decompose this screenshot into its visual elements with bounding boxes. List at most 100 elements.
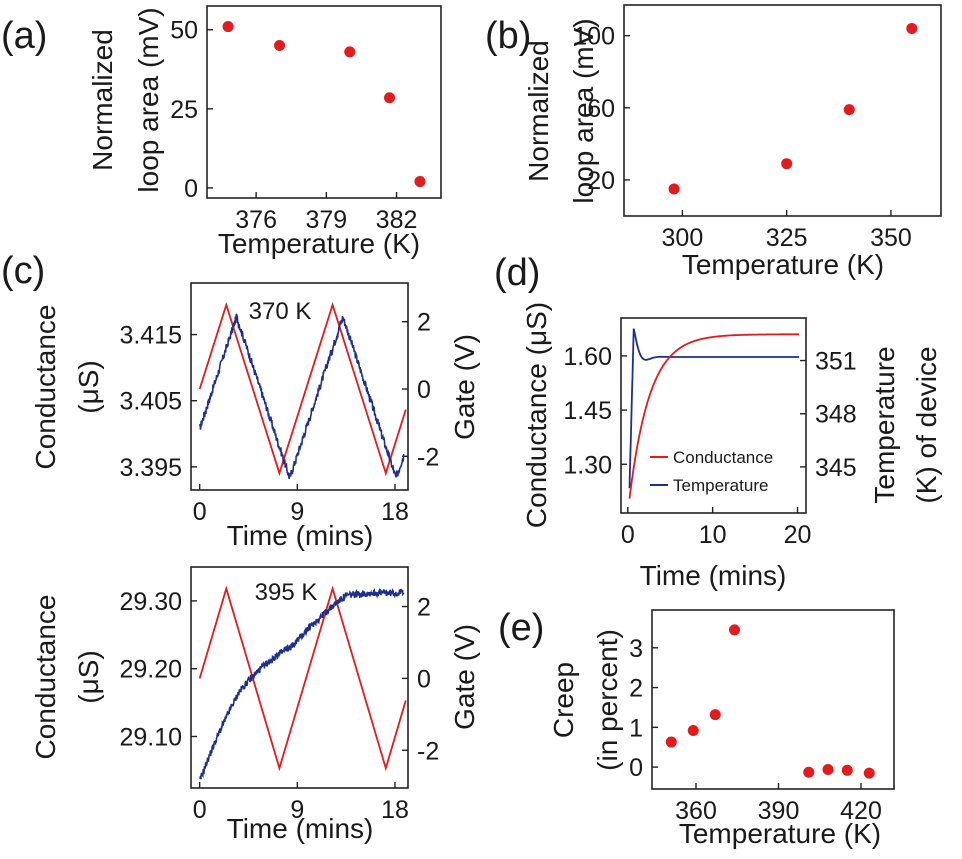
y-axis-label: loop area (mV): [568, 18, 599, 203]
y-tick-label: 29.30: [119, 588, 182, 616]
data-point: [709, 709, 721, 721]
conductance-series-line: [198, 312, 405, 479]
y-tick-label-right: 348: [815, 401, 857, 429]
x-tick-label: 420: [840, 797, 882, 825]
plot-frame: [190, 566, 409, 789]
y-tick-label-right: 345: [815, 454, 857, 482]
x-tick-label: 325: [766, 224, 808, 252]
temperature-annotation: 370 K: [249, 298, 312, 325]
x-tick-label: 379: [305, 206, 347, 234]
x-tick-label: 9: [290, 498, 304, 526]
x-tick-label: 0: [621, 521, 635, 549]
x-tick-label: 350: [870, 224, 912, 252]
x-tick-label: 10: [699, 521, 727, 549]
data-point: [384, 92, 396, 104]
panel-a: 376 379 382 0 25 50 (a) Temperature (K) Normaliz…: [1, 5, 442, 259]
panel-c-395k: 0 9 18 29.10 29.20 29.30 -2 0 2 Time (mins) Conduc…: [30, 566, 480, 844]
conductance-series-line: [199, 587, 405, 780]
y-axis-label: Creep: [548, 662, 579, 738]
panel-label: (b): [485, 15, 531, 57]
y-tick-label-right: 2: [417, 309, 431, 337]
y-axis-label: Conductance: [30, 304, 61, 469]
plot-frame: [206, 5, 442, 199]
y-axis-label-right: Gate (V): [449, 624, 480, 730]
plot-frame: [190, 282, 409, 491]
x-tick-label: 390: [758, 797, 800, 825]
x-axis-label: Time (mins): [227, 520, 374, 551]
x-tick-label: 18: [381, 498, 409, 526]
x-tick-label: 0: [193, 796, 207, 824]
x-axis-label: Temperature (K): [679, 818, 881, 849]
y-tick-label-right: 351: [815, 348, 857, 376]
conductance-series-line: [628, 333, 800, 499]
panel-d: 0 10 20 1.30 1.45 1.60 345 348 351 Conductance Tem…: [494, 252, 942, 591]
data-point: [687, 725, 699, 737]
y-axis-label-right: Gate (V): [449, 334, 480, 440]
legend-entry: Temperature: [673, 476, 768, 495]
plot-frame: [620, 317, 807, 514]
x-axis-label: Time (mins): [640, 560, 787, 591]
y-tick-label-right: 0: [417, 376, 431, 404]
x-tick-label: 382: [376, 206, 418, 234]
data-point: [729, 624, 740, 636]
x-tick-label: 376: [235, 206, 277, 234]
x-tick-label: 9: [290, 796, 304, 824]
data-point: [803, 766, 815, 778]
panel-c-370k: 0 9 18 3.395 3.405 3.415 -2 0 2 (c) Time (mins) Con…: [1, 250, 480, 551]
x-axis-label: Temperature (K): [682, 249, 884, 280]
panel-e: 360 390 420 0 1 2 3 (e) Temperature (K) Creep (in …: [498, 607, 895, 849]
data-point: [665, 736, 677, 748]
y-axis-label: (μS): [73, 360, 104, 413]
data-point: [843, 104, 855, 116]
y-tick-label: 1.45: [563, 397, 612, 425]
data-point: [841, 764, 853, 776]
x-axis-label: Time (mins): [227, 813, 374, 844]
y-axis-label-right: Temperature: [869, 346, 900, 503]
y-axis-label-right: (K) of device: [911, 346, 942, 503]
y-axis-label: loop area (mV): [133, 7, 164, 192]
y-tick-label: 60: [587, 95, 615, 123]
x-tick-label: 0: [193, 498, 207, 526]
temperature-annotation: 395 K: [255, 579, 318, 606]
y-tick-label: 25: [170, 96, 198, 124]
x-tick-label: 360: [675, 797, 717, 825]
data-point: [863, 767, 875, 779]
y-axis-label: Normalized: [523, 40, 554, 182]
y-tick-label: 3: [629, 635, 643, 663]
y-tick-label: 0: [184, 175, 198, 203]
y-tick-label: 29.10: [119, 723, 182, 751]
data-point: [781, 158, 793, 170]
y-tick-label: 1.60: [563, 343, 612, 371]
y-tick-label-right: -2: [417, 737, 439, 765]
y-tick-label: 20: [587, 167, 615, 195]
y-tick-label: 100: [573, 23, 615, 51]
y-tick-label: 3.415: [119, 322, 182, 350]
panel-label: (e): [498, 607, 544, 649]
temperature-series-line: [628, 328, 800, 489]
panel-label: (d): [494, 252, 540, 294]
legend-entry: Conductance: [673, 448, 773, 467]
gate-series-line: [198, 301, 407, 477]
y-tick-label: 0: [629, 754, 643, 782]
y-tick-label: 1.30: [563, 451, 612, 479]
data-point: [414, 176, 426, 188]
panel-b: 300 325 350 20 60 100 (b) Temperature (K) Normal…: [485, 4, 942, 280]
y-axis-label: Normalized: [87, 29, 118, 171]
plot-frame: [623, 4, 942, 217]
y-tick-label-right: 2: [417, 594, 431, 622]
y-axis-label: (μS): [73, 650, 104, 703]
panel-label: (c): [1, 250, 45, 292]
y-tick-label: 3.405: [119, 388, 182, 416]
y-tick-label: 29.20: [119, 656, 182, 684]
x-tick-label: 20: [784, 521, 812, 549]
data-point: [668, 183, 680, 195]
data-point: [344, 46, 356, 58]
y-axis-label: Conductance (μS): [521, 302, 552, 528]
y-tick-label-right: 0: [417, 665, 431, 693]
y-tick-label-right: -2: [417, 443, 439, 471]
x-tick-label: 300: [662, 224, 704, 252]
panel-label: (a): [1, 15, 47, 57]
gate-series-line: [198, 585, 407, 772]
y-tick-label: 2: [629, 675, 643, 703]
